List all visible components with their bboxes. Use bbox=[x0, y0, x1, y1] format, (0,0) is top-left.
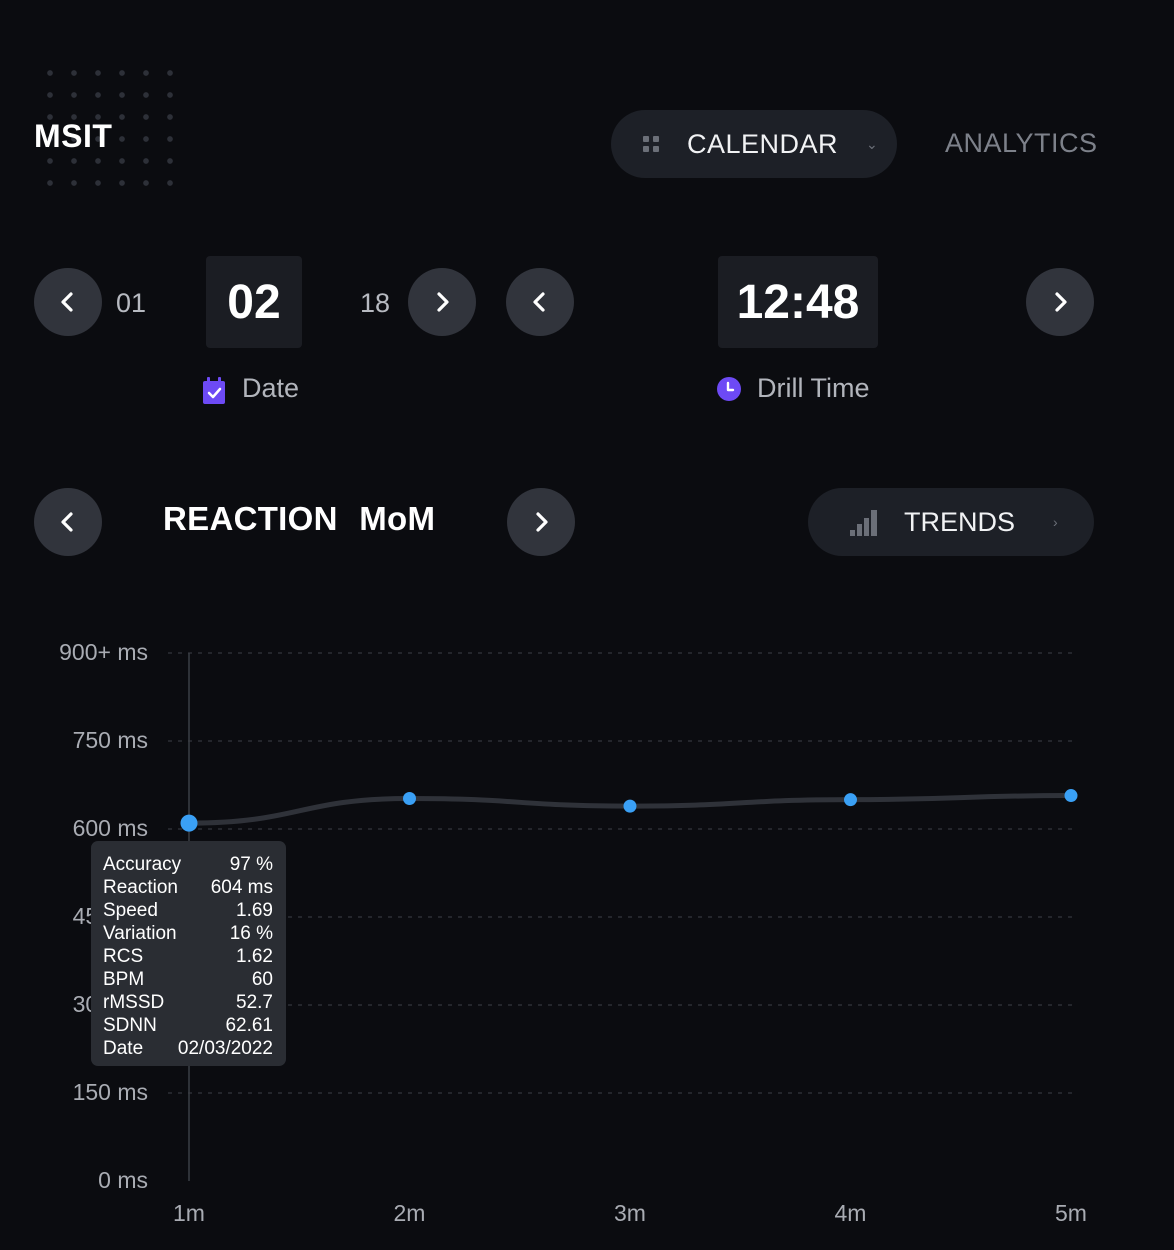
y-tick-label: 0 ms bbox=[98, 1167, 148, 1193]
date-current-value: 02 bbox=[206, 256, 302, 348]
trends-label: TRENDS bbox=[904, 506, 1016, 537]
chevron-left-icon bbox=[533, 292, 545, 312]
chart-tooltip: Accuracy 97 % Reaction 604 ms Speed 1.69 Varia… bbox=[91, 841, 286, 1066]
data-point[interactable] bbox=[1064, 789, 1078, 803]
trends-button[interactable]: TRENDS › bbox=[808, 488, 1094, 556]
x-tick-label: 3m bbox=[614, 1200, 646, 1226]
tooltip-value: 97 % bbox=[229, 854, 273, 875]
x-tick-label: 5m bbox=[1055, 1200, 1087, 1226]
x-tick-label: 1m bbox=[173, 1200, 205, 1226]
tooltip-row: Accuracy 97 % bbox=[103, 853, 273, 876]
chevron-left-icon bbox=[61, 512, 73, 532]
tooltip-key: Reaction bbox=[103, 877, 178, 898]
tooltip-key: Variation bbox=[103, 923, 177, 944]
y-tick-label: 750 ms bbox=[72, 727, 148, 753]
tooltip-row: rMSSD 52.7 bbox=[103, 991, 273, 1014]
section-next-button[interactable] bbox=[507, 488, 575, 556]
analytics-tab[interactable]: ANALYTICS bbox=[945, 128, 1098, 158]
tooltip-value: 60 bbox=[251, 969, 273, 990]
data-point[interactable] bbox=[403, 791, 416, 805]
tooltip-row: Date 02/03/2022 bbox=[103, 1037, 273, 1060]
tooltip-row: Speed 1.69 bbox=[103, 899, 273, 922]
y-tick-label: 900+ ms bbox=[59, 639, 148, 665]
tooltip-value: 1.69 bbox=[236, 900, 273, 921]
grid-icon bbox=[643, 136, 659, 152]
chevron-right-icon bbox=[1055, 292, 1067, 312]
drill-time-label: Drill Time bbox=[757, 373, 870, 403]
date-label: Date bbox=[242, 373, 300, 403]
data-point[interactable] bbox=[623, 799, 637, 813]
date-next-value[interactable]: 18 bbox=[360, 288, 391, 318]
chevron-right-icon bbox=[437, 292, 449, 312]
section-prev-button[interactable] bbox=[34, 488, 102, 556]
y-tick-label: 150 ms bbox=[72, 1079, 148, 1105]
tooltip-key: rMSSD bbox=[103, 992, 165, 1013]
tooltip-value: 604 ms bbox=[210, 877, 273, 898]
chevron-down-icon: ⌄ bbox=[866, 135, 878, 152]
decorative-dot-grid bbox=[38, 62, 190, 198]
data-point[interactable] bbox=[844, 793, 857, 807]
calendar-dropdown[interactable]: CALENDAR ⌄ bbox=[611, 110, 897, 178]
chevron-right-icon: › bbox=[1053, 514, 1058, 530]
tooltip-value: 16 % bbox=[229, 923, 273, 944]
brand-logo: MSIT bbox=[34, 118, 113, 154]
tooltip-key: Speed bbox=[103, 900, 158, 921]
tooltip-row: Variation 16 % bbox=[103, 922, 273, 945]
tooltip-value: 62.61 bbox=[225, 1015, 273, 1036]
time-current-value: 12:48 bbox=[718, 256, 878, 348]
chevron-left-icon bbox=[61, 292, 73, 312]
tooltip-value: 52.7 bbox=[236, 992, 273, 1013]
y-tick-label: 600 ms bbox=[72, 815, 148, 841]
x-tick-label: 2m bbox=[393, 1200, 426, 1226]
data-point[interactable] bbox=[180, 814, 198, 832]
time-next-button[interactable] bbox=[1026, 268, 1094, 336]
tooltip-value: 1.62 bbox=[236, 946, 273, 967]
x-tick-label: 4m bbox=[834, 1200, 867, 1226]
date-prev-value[interactable]: 01 bbox=[116, 288, 147, 318]
tooltip-row: SDNN 62.61 bbox=[103, 1014, 273, 1037]
calendar-label: CALENDAR bbox=[687, 128, 839, 159]
section-title: REACTION MoM bbox=[163, 500, 436, 537]
calendar-icon bbox=[203, 377, 225, 404]
tooltip-key: Date bbox=[103, 1038, 144, 1059]
tooltip-value: 02/03/2022 bbox=[177, 1038, 273, 1059]
date-next-button[interactable] bbox=[408, 268, 476, 336]
tooltip-key: BPM bbox=[103, 969, 145, 990]
signal-bars-icon bbox=[850, 510, 877, 536]
date-prev-button[interactable] bbox=[34, 268, 102, 336]
tooltip-key: SDNN bbox=[103, 1015, 157, 1036]
tooltip-row: BPM 60 bbox=[103, 968, 273, 991]
tooltip-key: Accuracy bbox=[103, 854, 182, 875]
tooltip-key: RCS bbox=[103, 946, 144, 967]
clock-icon bbox=[717, 377, 741, 401]
tooltip-row: Reaction 604 ms bbox=[103, 876, 273, 899]
time-prev-button[interactable] bbox=[506, 268, 574, 336]
tooltip-row: RCS 1.62 bbox=[103, 945, 273, 968]
chevron-right-icon bbox=[536, 512, 548, 532]
